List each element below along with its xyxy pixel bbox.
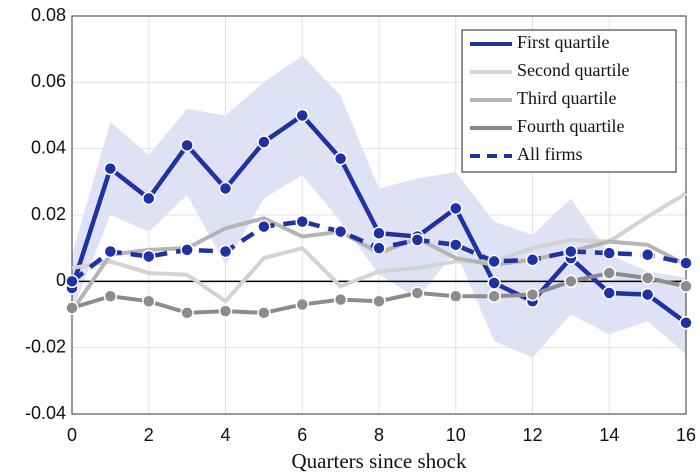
series-marker — [218, 244, 233, 259]
series-marker — [142, 294, 156, 308]
series-marker — [180, 306, 194, 320]
series-marker — [640, 271, 655, 285]
series-marker — [602, 266, 616, 280]
x-tick-label: 14 — [599, 425, 619, 445]
y-tick-label: 0.08 — [31, 5, 66, 25]
series-marker — [295, 108, 309, 123]
series-marker — [180, 138, 194, 153]
series-marker — [257, 135, 271, 149]
series-marker — [449, 289, 463, 304]
series-marker — [65, 274, 79, 289]
series-marker — [525, 287, 540, 302]
plot-frame — [71, 15, 687, 415]
x-tick-label: 6 — [297, 425, 307, 445]
y-tick-label: 0.02 — [31, 204, 66, 224]
series-marker — [103, 161, 118, 176]
series-marker — [679, 279, 693, 294]
x-axis-label: Quarters since shock — [292, 449, 467, 473]
y-tick-label: -0.04 — [25, 403, 66, 423]
series-marker — [372, 241, 386, 255]
legend-label: Fourth quartile — [517, 116, 624, 136]
series-marker — [679, 256, 693, 270]
x-tick-label: 4 — [220, 425, 230, 445]
series-marker — [103, 289, 118, 304]
x-tick-label: 2 — [144, 425, 154, 445]
y-tick-label: 0.04 — [31, 137, 66, 157]
series-marker — [487, 254, 501, 269]
series-line — [71, 191, 688, 304]
legend-label: Third quartile — [517, 88, 616, 108]
series-marker — [295, 214, 309, 229]
series-marker — [640, 248, 655, 262]
legend-label: First quartile — [517, 32, 610, 52]
series-marker — [65, 301, 79, 315]
series-marker — [602, 246, 616, 260]
x-tick-label: 16 — [676, 425, 696, 445]
series-marker — [333, 224, 348, 239]
series-marker — [295, 297, 309, 312]
series-marker — [333, 292, 348, 307]
series-marker — [564, 244, 578, 259]
x-tick-label: 12 — [522, 425, 542, 445]
legend: First quartile Second quartile Third quart… — [461, 29, 677, 173]
series-marker — [372, 226, 386, 240]
series-marker — [679, 316, 693, 330]
series-marker — [257, 306, 271, 320]
y-tick-label: 0.06 — [31, 71, 66, 91]
series-marker — [180, 243, 194, 257]
y-tick-label: -0.02 — [25, 336, 66, 356]
series-marker — [602, 286, 616, 300]
series-marker — [103, 244, 118, 259]
y-tick-label: 0 — [56, 270, 66, 290]
series-marker — [218, 181, 233, 196]
series-marker — [487, 276, 501, 290]
legend-label: All firms — [517, 144, 583, 164]
x-tick-label: 8 — [374, 425, 384, 445]
series-marker — [449, 201, 463, 216]
series-marker — [333, 151, 348, 166]
series-marker — [525, 253, 540, 267]
series-marker — [142, 249, 156, 264]
series-marker — [218, 304, 233, 318]
legend-label: Second quartile — [517, 60, 629, 80]
series-marker — [487, 289, 501, 304]
series-marker — [257, 219, 271, 234]
x-tick-label: 0 — [67, 425, 77, 445]
series-marker — [410, 286, 425, 300]
series-marker — [640, 287, 655, 302]
series-marker — [449, 238, 463, 252]
series-marker — [142, 191, 156, 206]
x-tick-label: 10 — [446, 425, 466, 445]
series-marker — [564, 274, 578, 289]
series-marker — [410, 233, 425, 247]
series-marker — [372, 294, 386, 308]
